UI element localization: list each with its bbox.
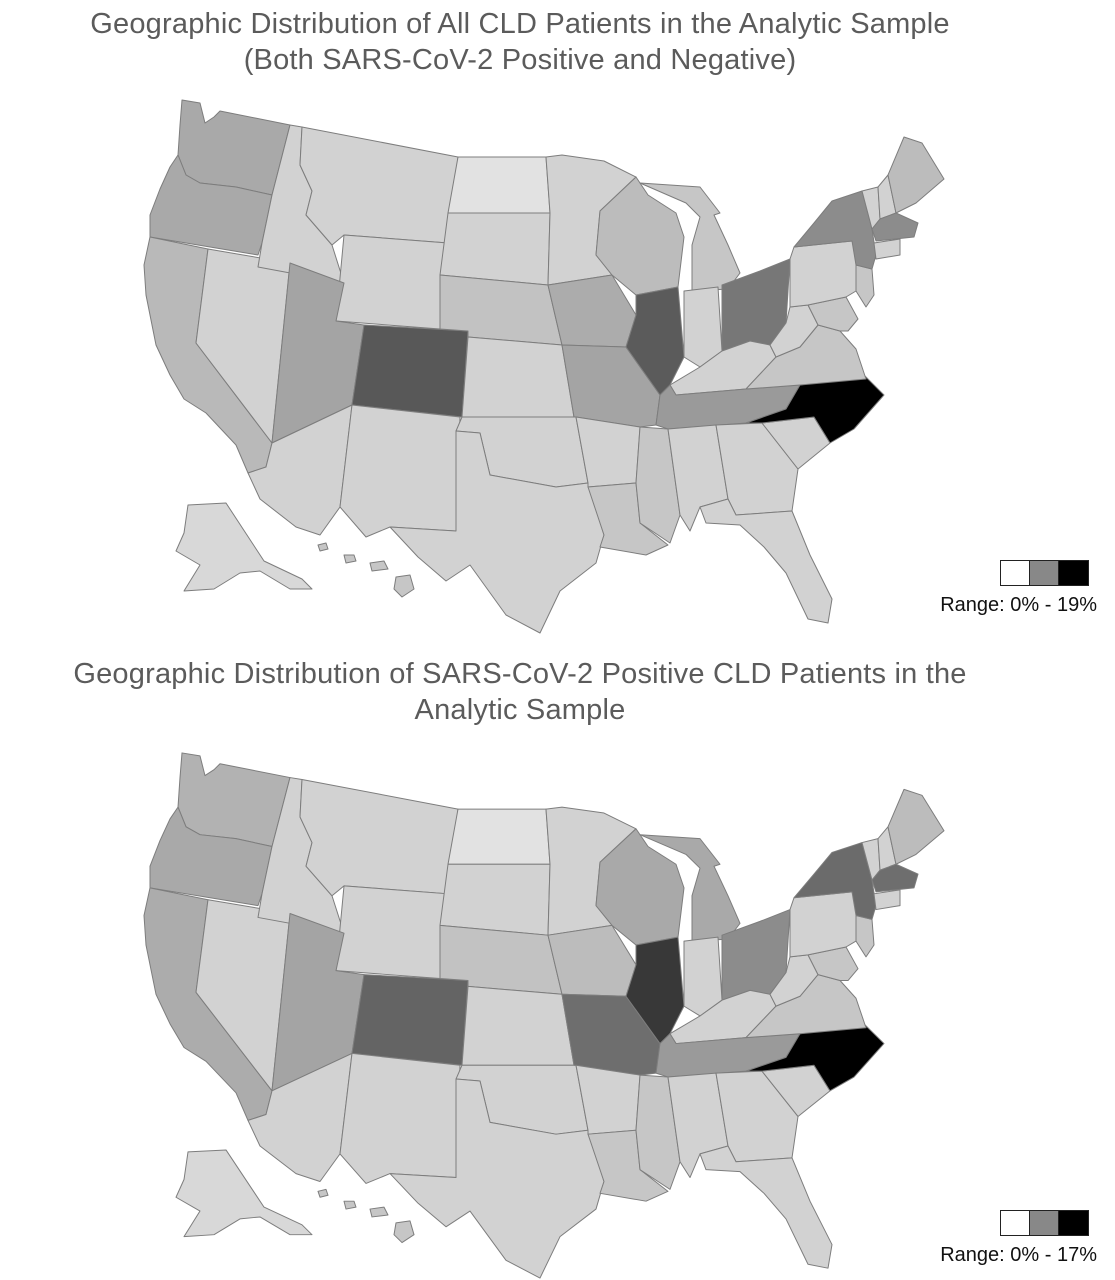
map-title-line-2: Analytic Sample: [414, 694, 626, 726]
legend-color-scale: [1000, 1210, 1089, 1236]
state-ia: [547, 274, 637, 348]
state-ma: [871, 863, 919, 893]
state-wy: [335, 234, 449, 330]
state-co: [351, 324, 469, 418]
us-choropleth-map: [143, 752, 945, 1279]
state-wi: [595, 828, 685, 946]
state-nd: [447, 808, 551, 865]
state-ks: [461, 336, 575, 418]
state-wi: [595, 176, 685, 296]
state-nm: [339, 404, 461, 538]
state-nm: [339, 1052, 461, 1184]
legend-swatch-mid: [1030, 1211, 1059, 1235]
state-ia: [547, 924, 637, 997]
state-nc: [745, 374, 885, 444]
state-mt: [299, 779, 459, 897]
state-nd: [447, 156, 551, 214]
state-hi: [317, 542, 415, 598]
state-nj: [855, 264, 875, 308]
state-mt: [299, 126, 459, 246]
map-title: Geographic Distribution of All CLD Patie…: [0, 6, 1040, 78]
state-ct: [873, 889, 901, 911]
state-ny: [793, 190, 877, 270]
state-ak: [175, 1149, 313, 1238]
state-nj: [855, 914, 875, 958]
state-tx: [389, 430, 605, 634]
state-sd: [439, 863, 551, 936]
map-title-line-1: Geographic Distribution of SARS-CoV-2 Po…: [73, 658, 967, 690]
state-sd: [439, 212, 551, 286]
legend-swatch-mid: [1030, 561, 1059, 585]
state-wy: [335, 885, 449, 980]
state-ks: [461, 985, 575, 1066]
state-fl: [699, 498, 833, 624]
map-title-line-2: (Both SARS-CoV-2 Positive and Negative): [243, 44, 797, 76]
state-co: [351, 974, 469, 1066]
legend-range-label: Range: 0% - 17%: [940, 1244, 1097, 1266]
map-title-line-1: Geographic Distribution of All CLD Patie…: [90, 8, 950, 40]
us-choropleth-map: [143, 99, 945, 634]
state-me: [887, 788, 945, 865]
legend-swatch-high: [1059, 1211, 1088, 1235]
state-me: [887, 136, 945, 214]
map-title: Geographic Distribution of SARS-CoV-2 Po…: [0, 656, 1040, 728]
state-nc: [745, 1023, 885, 1092]
map-panel-positive-cld: Geographic Distribution of SARS-CoV-2 Po…: [0, 640, 1115, 1280]
map-panel-all-cld: Geographic Distribution of All CLD Patie…: [0, 6, 1097, 634]
legend-color-scale: [1000, 560, 1089, 586]
state-tx: [389, 1078, 605, 1279]
state-ct: [873, 238, 901, 260]
state-or: [149, 154, 273, 256]
legend-swatch-low: [1001, 561, 1030, 585]
state-ny: [793, 842, 877, 920]
legend-swatch-low: [1001, 1211, 1030, 1235]
state-hi: [317, 1188, 415, 1244]
state-ma: [871, 212, 919, 242]
legend-range-label: Range: 0% - 19%: [940, 594, 1097, 616]
state-fl: [699, 1145, 833, 1269]
legend-swatch-high: [1059, 561, 1088, 585]
state-ak: [175, 502, 313, 592]
state-or: [149, 806, 273, 907]
